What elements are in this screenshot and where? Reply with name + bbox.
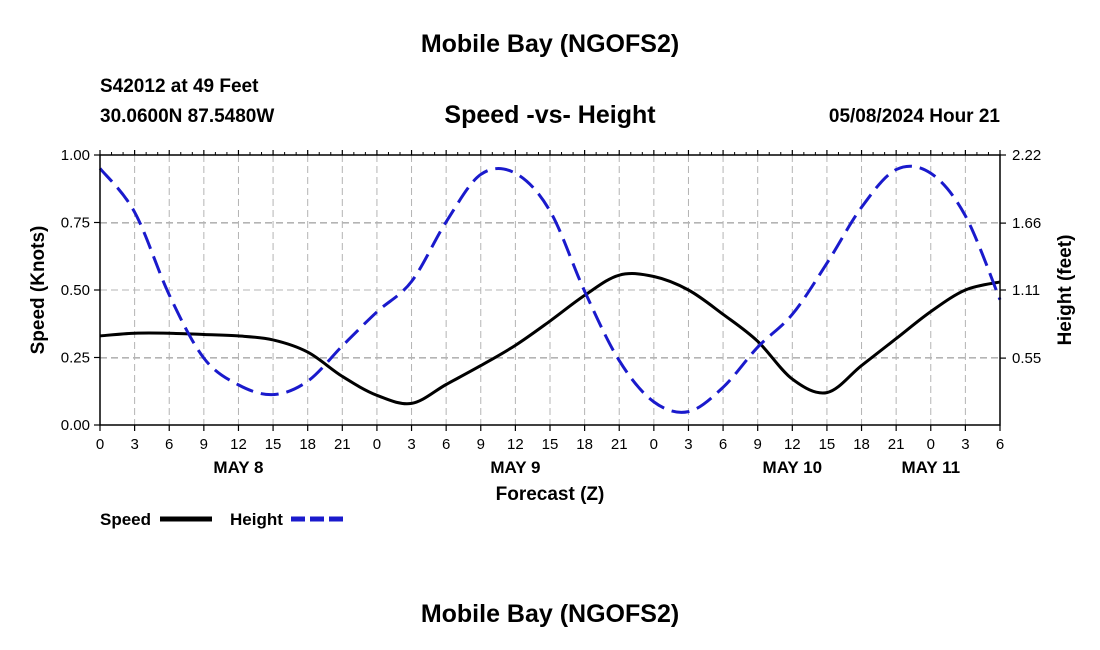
axes: 0 3 6 9 12 15 18 21 0 3 6 9 12 15 18 21 0 3 6 9 12 15 18 21 0 3 6 0… <box>28 147 1076 505</box>
y-tick-label: 0.25 <box>61 350 90 367</box>
x-tick-label: 3 <box>961 436 969 453</box>
x-tick-label: 0 <box>373 436 381 453</box>
station-label: S42012 at 49 Feet <box>100 76 259 97</box>
series-line-speed <box>99 272 1001 406</box>
chart-title: Speed -vs- Height <box>444 101 656 129</box>
day-label: MAY 9 <box>490 458 540 477</box>
datetime-label: 05/08/2024 Hour 21 <box>828 106 1000 127</box>
x-tick-label: 0 <box>96 436 104 453</box>
x-tick-label: 12 <box>230 436 247 453</box>
x-tick-label: 21 <box>611 436 628 453</box>
page-title-bottom: Mobile Bay (NGOFS2) <box>420 600 680 628</box>
y-tick-label: 1.00 <box>61 147 90 164</box>
x-tick-label: 18 <box>576 436 593 453</box>
day-label: MAY 8 <box>213 458 263 477</box>
x-tick-label: 18 <box>853 436 870 453</box>
legend-label-speed: Speed <box>100 510 151 529</box>
legend: Speed Height <box>100 510 343 529</box>
y2-tick-label: 0.55 <box>1012 350 1041 367</box>
x-tick-label: 15 <box>265 436 282 453</box>
y2-tick-label: 1.11 <box>1012 282 1040 299</box>
x-tick-label: 6 <box>996 436 1004 453</box>
day-label: MAY 10 <box>763 458 823 477</box>
series-line-height <box>98 164 1002 414</box>
y-axis-label: Speed (Knots) <box>28 226 49 355</box>
series-layer <box>98 164 1002 414</box>
x-tick-label: 21 <box>888 436 905 453</box>
x-tick-label: 15 <box>819 436 836 453</box>
x-tick-label: 9 <box>477 436 485 453</box>
coordinates-label: 30.0600N 87.5480W <box>100 106 275 127</box>
x-tick-label: 0 <box>927 436 935 453</box>
y2-axis-label: Height (feet) <box>1055 235 1076 346</box>
x-tick-label: 3 <box>684 436 692 453</box>
x-tick-label: 9 <box>754 436 762 453</box>
x-tick-label: 3 <box>130 436 138 453</box>
legend-label-height: Height <box>230 510 283 529</box>
grid <box>100 155 1000 425</box>
x-tick-label: 21 <box>334 436 351 453</box>
x-axis-label: Forecast (Z) <box>496 484 605 505</box>
x-tick-label: 12 <box>784 436 801 453</box>
page-title-top: Mobile Bay (NGOFS2) <box>420 30 680 58</box>
x-tick-label: 0 <box>650 436 658 453</box>
y-tick-label: 0.50 <box>61 282 90 299</box>
x-tick-label: 6 <box>165 436 173 453</box>
x-tick-label: 9 <box>200 436 208 453</box>
x-tick-label: 18 <box>299 436 316 453</box>
y2-tick-label: 1.66 <box>1012 215 1041 232</box>
x-tick-label: 12 <box>507 436 524 453</box>
x-tick-label: 6 <box>442 436 450 453</box>
x-tick-label: 3 <box>407 436 415 453</box>
x-tick-label: 15 <box>542 436 559 453</box>
day-label: MAY 11 <box>901 458 960 477</box>
y-tick-label: 0.75 <box>61 215 90 232</box>
x-tick-label: 6 <box>719 436 727 453</box>
y-tick-label: 0.00 <box>61 417 90 434</box>
y2-tick-label: 2.22 <box>1012 147 1041 164</box>
